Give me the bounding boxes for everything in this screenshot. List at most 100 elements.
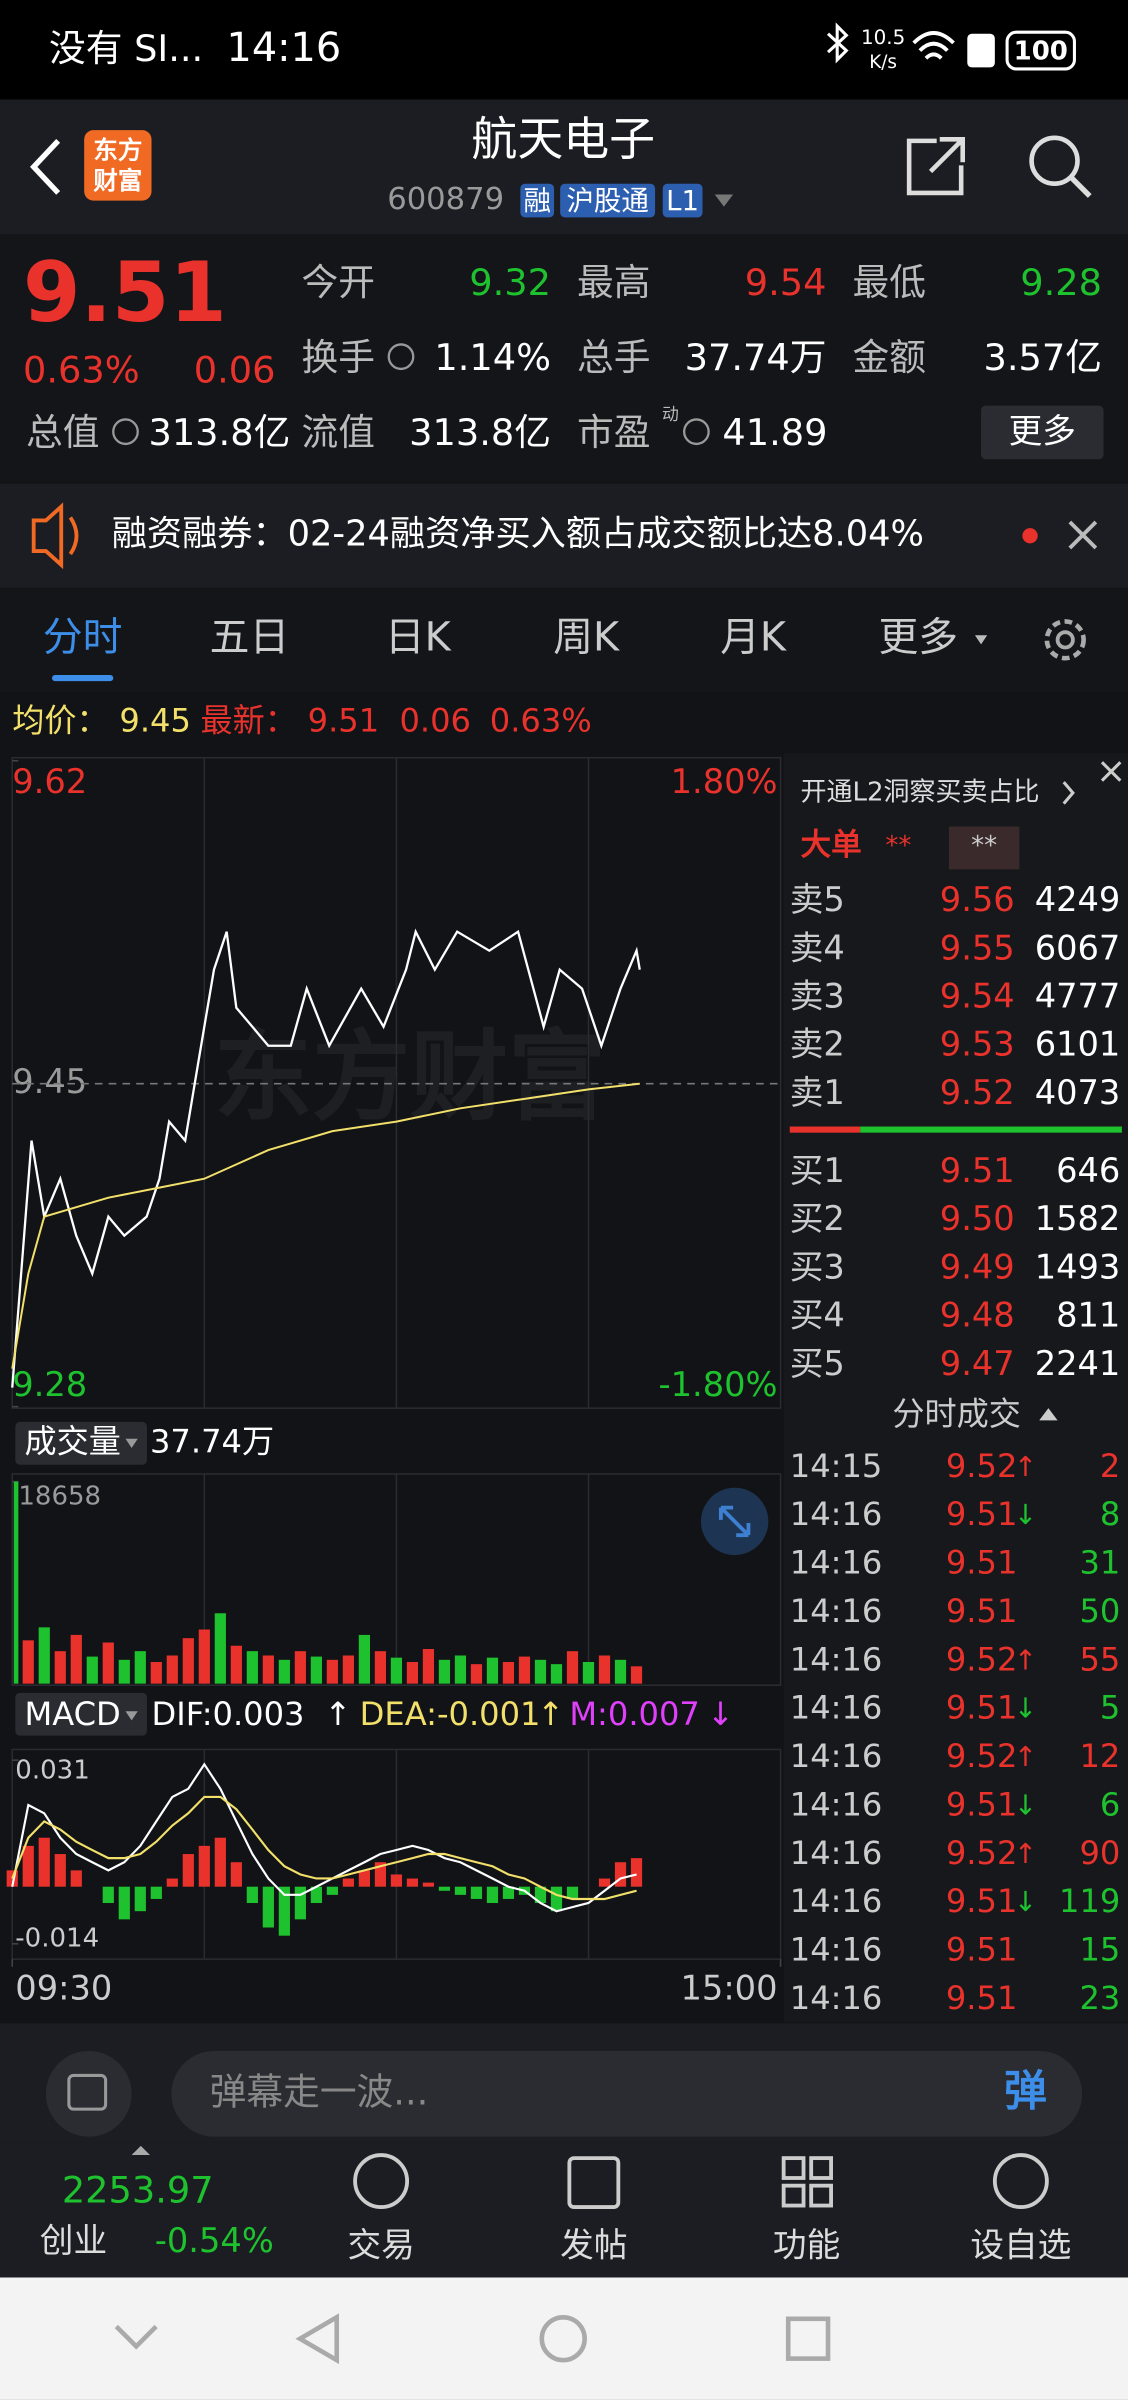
- back-button[interactable]: [29, 139, 61, 195]
- macd-bar: [214, 1837, 226, 1887]
- close-notice[interactable]: [1068, 520, 1098, 550]
- nav-label[interactable]: 发帖: [560, 2225, 627, 2264]
- field-label: 最低: [853, 261, 926, 304]
- macd-bar: [230, 1862, 242, 1887]
- notice-bar[interactable]: [0, 483, 1128, 588]
- trade-time: 14:16: [790, 1785, 883, 1823]
- field-value: 37.74万: [685, 336, 827, 379]
- trade-price: 9.51: [946, 1785, 1018, 1823]
- close-panel[interactable]: [1100, 761, 1122, 782]
- danmaku-button[interactable]: 弹: [1004, 2066, 1047, 2116]
- dea-line: [11, 1795, 637, 1901]
- tab[interactable]: 周K: [553, 614, 620, 660]
- field-label: 市盈: [577, 411, 650, 454]
- share-button[interactable]: [906, 137, 965, 196]
- info-icon[interactable]: [682, 418, 710, 446]
- book-label: 买5: [790, 1344, 845, 1383]
- book-label: 买3: [790, 1247, 845, 1286]
- macd-bar: [134, 1886, 146, 1912]
- macd-bar: [486, 1886, 499, 1904]
- macd-bar: [566, 1886, 579, 1899]
- search-button[interactable]: [1029, 135, 1080, 187]
- tab[interactable]: 分时: [43, 614, 123, 660]
- dif-line: [11, 1762, 637, 1913]
- mask-box: [948, 826, 1020, 870]
- tab[interactable]: 日K: [385, 614, 452, 660]
- index-name: 创业: [40, 2221, 107, 2260]
- book-price: 9.53: [940, 1025, 1015, 1064]
- trade-price: 9.51: [946, 1495, 1018, 1533]
- trades-sort[interactable]: [1039, 1408, 1058, 1421]
- tab-dropdown: [974, 635, 988, 645]
- trade-icon[interactable]: [353, 2153, 410, 2210]
- y-tick-label: 0.031: [15, 1755, 89, 1785]
- index-change: -0.54%: [155, 2221, 274, 2260]
- watchlist-icon[interactable]: [992, 2153, 1049, 2210]
- trade-volume: 23: [1079, 1979, 1120, 2017]
- trades-title: 分时成交: [892, 1395, 1021, 1433]
- comment-input[interactable]: [171, 2050, 1083, 2137]
- index-toggle[interactable]: [131, 2145, 150, 2156]
- change: 0.06: [194, 348, 276, 391]
- trade-price: 9.51: [946, 1882, 1018, 1920]
- function-cell: [781, 2183, 806, 2208]
- dif-label: DIF:0.003: [152, 1695, 305, 1733]
- settings-icon[interactable]: [1044, 619, 1086, 661]
- nav-back[interactable]: [295, 2313, 340, 2365]
- nav-home[interactable]: [539, 2314, 587, 2363]
- volume-bar: [22, 1640, 34, 1684]
- tab[interactable]: 月K: [720, 614, 787, 660]
- volume-bar: [566, 1651, 579, 1684]
- macd-bar: [70, 1870, 82, 1887]
- tab[interactable]: 更多: [879, 614, 959, 660]
- book-price: 9.49: [940, 1247, 1015, 1286]
- more-button[interactable]: [981, 405, 1104, 460]
- book-label: 卖3: [790, 976, 845, 1015]
- m-arrow: ↓: [707, 1695, 734, 1733]
- volume-bar: [278, 1659, 290, 1684]
- trade-arrow: ↓: [1014, 1789, 1037, 1821]
- volume-bar: [54, 1651, 66, 1684]
- nav-recent[interactable]: [785, 2316, 831, 2361]
- settings-core: [1055, 630, 1075, 650]
- info-icon[interactable]: [112, 418, 139, 446]
- wifi-icon: [912, 31, 955, 60]
- tab[interactable]: 五日: [210, 614, 290, 660]
- volume-bar: [310, 1656, 322, 1684]
- book-volume: 2241: [1035, 1344, 1121, 1383]
- nav-hide[interactable]: [114, 2324, 158, 2350]
- nav-label[interactable]: 交易: [347, 2225, 414, 2264]
- macd-bar: [470, 1886, 483, 1899]
- macd-selector[interactable]: [15, 1692, 147, 1736]
- book-price: 9.47: [940, 1344, 1015, 1383]
- volume-selector[interactable]: [15, 1421, 147, 1465]
- macd-bar: [118, 1886, 130, 1920]
- book-price: 9.48: [940, 1296, 1015, 1335]
- nav-label[interactable]: 功能: [773, 2225, 840, 2264]
- macd-bar: [262, 1886, 274, 1928]
- nav-label[interactable]: 设自选: [970, 2225, 1071, 2264]
- info-icon[interactable]: [387, 343, 415, 371]
- volume-bar: [230, 1645, 242, 1684]
- bluetooth-icon: [826, 22, 849, 64]
- code-dropdown[interactable]: [714, 194, 734, 207]
- function-icon[interactable]: [781, 2156, 833, 2208]
- battery-level: 100: [1014, 37, 1068, 67]
- volume-bar: [358, 1634, 370, 1684]
- pct-label: -1.80%: [658, 1365, 777, 1404]
- trade-arrow: ↓: [1014, 1499, 1037, 1531]
- trade-time: 14:16: [790, 1979, 883, 2017]
- logo-text: 财富: [93, 166, 142, 195]
- trade-arrow: ↓: [1014, 1693, 1037, 1725]
- book-volume: 4777: [1035, 976, 1121, 1015]
- battery-icon: [1005, 30, 1076, 71]
- macd-bar: [374, 1862, 387, 1887]
- danmaku-settings[interactable]: [45, 2050, 132, 2137]
- volume-total: 37.74万: [150, 1422, 274, 1460]
- volume-bar: [198, 1629, 210, 1684]
- trade-time: 14:16: [790, 1882, 883, 1920]
- field-label: 总值: [26, 411, 99, 454]
- tag: 融: [523, 185, 551, 217]
- post-icon[interactable]: [567, 2156, 621, 2210]
- volume-bar: [390, 1657, 403, 1684]
